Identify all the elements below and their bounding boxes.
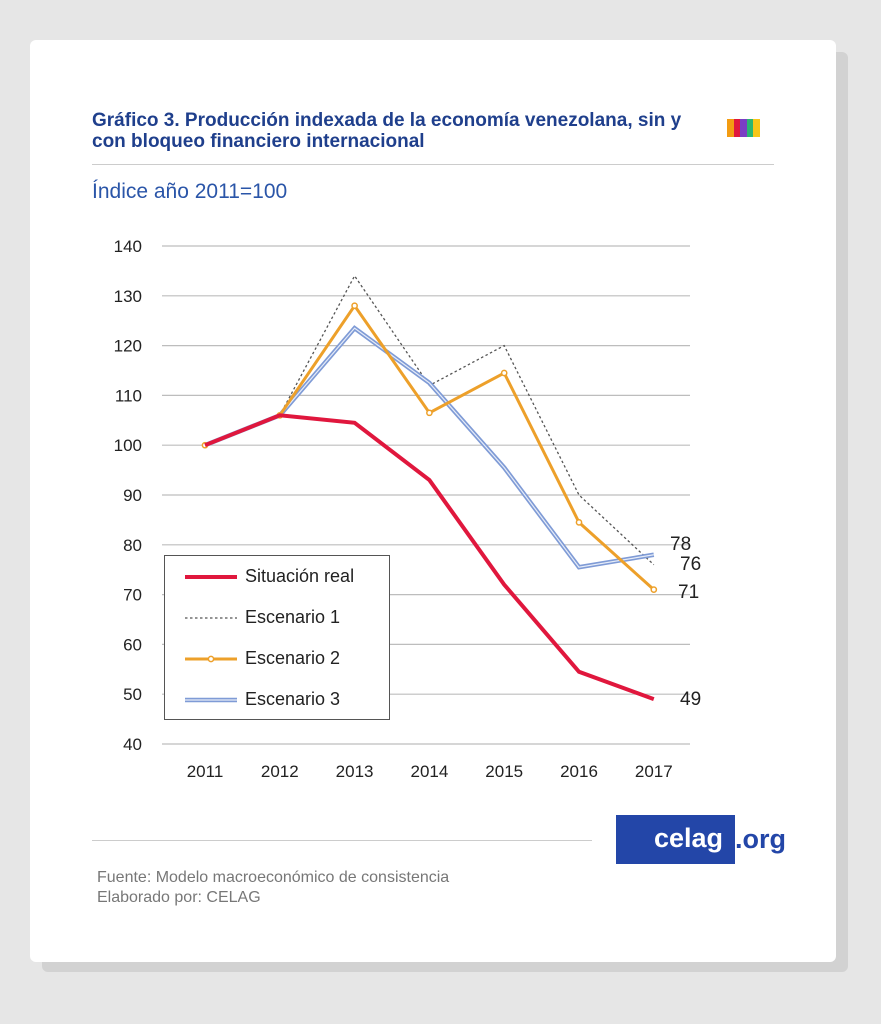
celag-logo: celag .org [616, 815, 786, 864]
footer-notes: Fuente: Modelo macroeconómico de consist… [97, 868, 449, 908]
legend-label: Escenario 2 [245, 648, 341, 668]
chart-subtitle: Índice año 2011=100 [92, 180, 288, 203]
legend-item: Situación real [185, 566, 354, 587]
chart-card: Gráfico 3. Producción indexada de la eco… [30, 40, 836, 962]
x-tick-label: 2011 [187, 762, 224, 781]
end-label: 78 [670, 534, 691, 555]
color-stripe-logo [727, 119, 760, 137]
x-tick-label: 2013 [336, 762, 374, 781]
series-line-escenario-3-inner [204, 327, 654, 568]
divider [92, 840, 592, 841]
x-tick-label: 2012 [261, 762, 299, 781]
x-tick-label: 2017 [635, 762, 673, 781]
legend-label: Situación real [245, 566, 355, 586]
y-tick-label: 80 [123, 536, 142, 555]
series-line-situaci-n-real [204, 413, 655, 702]
data-point [575, 519, 583, 526]
series-line-escenario-3 [204, 325, 655, 570]
y-tick-label: 90 [123, 486, 142, 505]
x-tick-label: 2014 [410, 762, 448, 781]
end-label: 76 [680, 554, 701, 575]
y-tick-label: 130 [114, 287, 142, 306]
y-tick-label: 40 [123, 735, 142, 754]
legend-item: Escenario 1 [185, 607, 340, 628]
legend-item: Escenario 2 [185, 648, 340, 669]
legend-swatch [185, 574, 237, 579]
data-point [500, 369, 508, 377]
divider [92, 164, 774, 165]
y-tick-label: 120 [114, 337, 142, 356]
chart-title: Gráfico 3. Producción indexada de la eco… [92, 110, 682, 152]
x-tick-label: 2015 [485, 762, 523, 781]
end-label: 49 [680, 689, 701, 710]
legend-label: Escenario 3 [245, 689, 341, 709]
legend-swatch [185, 655, 237, 662]
legend-item: Escenario 3 [185, 689, 340, 710]
series-line-escenario-2 [204, 303, 655, 591]
y-tick-label: 50 [123, 685, 142, 704]
y-tick-label: 70 [123, 586, 142, 605]
y-tick-label: 100 [114, 436, 142, 455]
legend-swatch [185, 616, 237, 619]
legend: Situación real Escenario 1 Escenario 2 Esce… [164, 555, 390, 720]
source-text: Fuente: Modelo macroeconómico de consist… [97, 869, 450, 886]
x-tick-label: 2016 [560, 762, 598, 781]
y-tick-label: 110 [115, 386, 142, 405]
author-text: Elaborado por: CELAG [97, 889, 261, 906]
y-tick-label: 60 [123, 635, 142, 654]
legend-swatch [185, 697, 237, 702]
data-point [351, 302, 358, 310]
data-point [426, 409, 433, 417]
y-tick-label: 140 [114, 237, 142, 256]
legend-label: Escenario 1 [245, 607, 341, 627]
end-label: 71 [678, 582, 699, 603]
data-point [650, 586, 658, 593]
